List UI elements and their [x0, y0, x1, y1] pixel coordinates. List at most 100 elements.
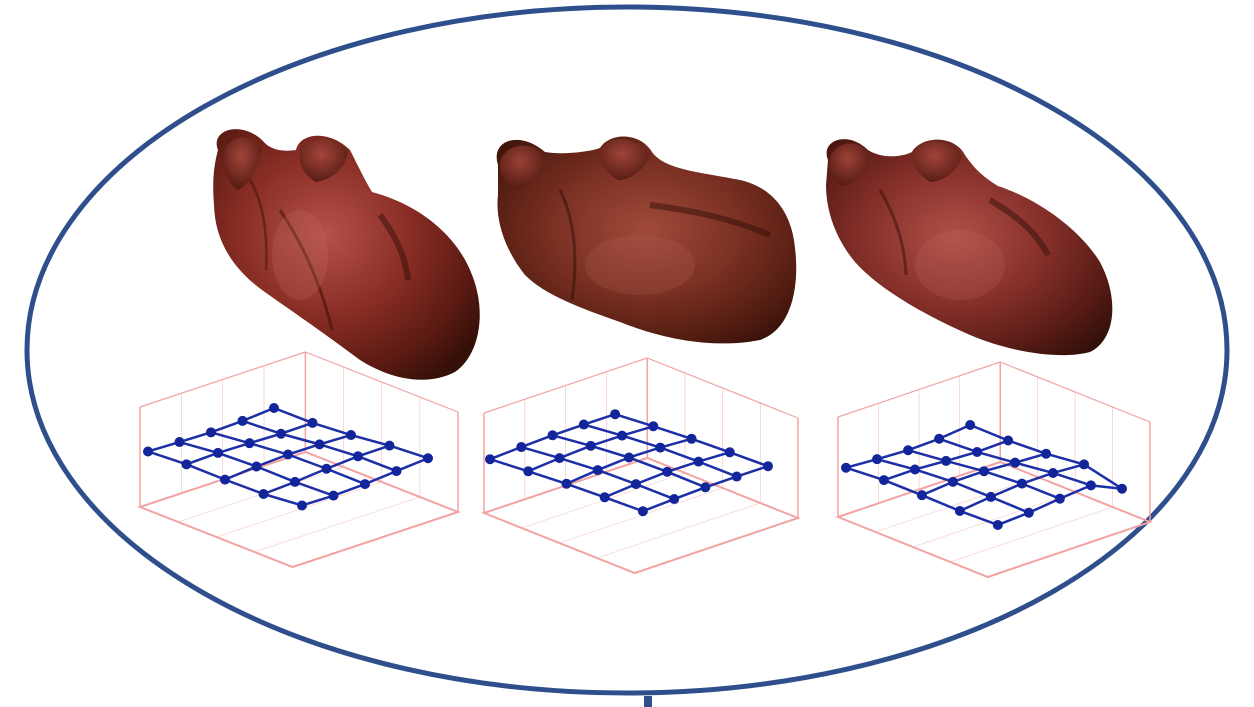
control-point — [648, 421, 658, 431]
control-point — [1055, 494, 1065, 504]
control-point — [955, 506, 965, 516]
lattice-edge — [351, 435, 390, 446]
lattice-plot-1 — [140, 352, 458, 567]
lattice-edge — [521, 435, 552, 447]
lattice-edge — [660, 448, 698, 462]
lattice-edge — [358, 456, 397, 471]
lattice-edge — [243, 421, 282, 434]
control-point — [979, 466, 989, 476]
control-point — [1048, 468, 1058, 478]
control-point — [1079, 459, 1089, 469]
control-point — [238, 416, 248, 426]
control-point — [579, 420, 589, 430]
lattice-edge — [528, 458, 559, 471]
control-point — [638, 506, 648, 516]
lattice-edge — [884, 480, 922, 495]
heart-image-3 — [826, 139, 1112, 355]
control-point — [917, 490, 927, 500]
heart-image-2 — [497, 136, 797, 343]
lattice-edge — [584, 425, 622, 436]
control-point — [763, 461, 773, 471]
lattice-edge — [922, 495, 960, 511]
heart-image-1 — [213, 129, 480, 380]
lattice-edge — [180, 442, 219, 453]
lattice-edge — [939, 439, 977, 452]
control-point — [879, 475, 889, 485]
lattice-edge — [908, 450, 946, 461]
control-point — [283, 450, 293, 460]
lattice-edge — [281, 434, 320, 445]
lattice-edge — [327, 469, 366, 484]
control-point — [220, 475, 230, 485]
lattice-edge — [699, 462, 737, 477]
control-point — [346, 430, 356, 440]
control-point — [593, 465, 603, 475]
lattice-edge — [250, 443, 289, 454]
control-point — [561, 479, 571, 489]
control-point — [1086, 480, 1096, 490]
lattice-edge — [313, 423, 352, 435]
lattice-edge — [636, 472, 667, 484]
lattice-edge — [984, 471, 1022, 483]
box-gridline — [597, 503, 760, 558]
lattice-edge — [257, 455, 289, 467]
control-point — [872, 454, 882, 464]
lattice-edge — [187, 464, 226, 479]
control-point — [617, 431, 627, 441]
control-point — [1024, 508, 1034, 518]
control-point — [245, 438, 255, 448]
control-point — [687, 434, 697, 444]
lattice-edge — [591, 446, 629, 458]
control-point — [308, 418, 318, 428]
lattice-edge — [320, 444, 359, 456]
control-point — [329, 491, 339, 501]
lattice-edge — [243, 408, 275, 421]
lattice-edge — [490, 447, 521, 459]
lattice-edge — [1046, 454, 1084, 465]
control-point — [910, 464, 920, 474]
lattice-edge — [877, 459, 915, 469]
lattice-edge — [218, 453, 257, 467]
control-point — [610, 409, 620, 419]
control-point — [1017, 479, 1027, 489]
control-point — [993, 520, 1003, 530]
lattice-edge — [692, 439, 730, 452]
control-point — [841, 463, 851, 473]
lattice-edge — [566, 484, 604, 497]
lattice-edge — [225, 466, 257, 479]
control-point — [903, 445, 913, 455]
lattice-edge — [977, 452, 1015, 463]
lattice-edge — [605, 484, 636, 497]
lattice-edge — [397, 458, 429, 471]
lattice-edge — [390, 446, 429, 459]
control-point — [259, 489, 269, 499]
control-point — [523, 466, 533, 476]
control-point — [423, 453, 433, 463]
control-point — [600, 492, 610, 502]
lattice-edge — [1008, 441, 1046, 454]
lattice-edge — [946, 461, 984, 471]
lattice-edge — [274, 408, 313, 423]
control-point — [941, 456, 951, 466]
control-point — [732, 472, 742, 482]
lattice-edge — [730, 452, 768, 466]
control-point — [1117, 484, 1127, 494]
control-point — [290, 477, 300, 487]
lattice-edge — [560, 458, 598, 470]
control-point — [213, 448, 223, 458]
lattice-plot-2 — [484, 358, 798, 573]
control-point — [276, 429, 286, 439]
lattice-edge — [605, 497, 643, 511]
lattice-edge — [553, 435, 591, 446]
control-point — [972, 447, 982, 457]
control-point — [485, 454, 495, 464]
control-point — [269, 403, 279, 413]
control-point — [662, 467, 672, 477]
lattice-plot-3 — [838, 362, 1150, 577]
control-point — [555, 453, 565, 463]
control-point — [700, 482, 710, 492]
lattice-edge — [334, 484, 366, 496]
lattice-edge — [187, 453, 219, 464]
lattice-edge — [560, 446, 591, 458]
